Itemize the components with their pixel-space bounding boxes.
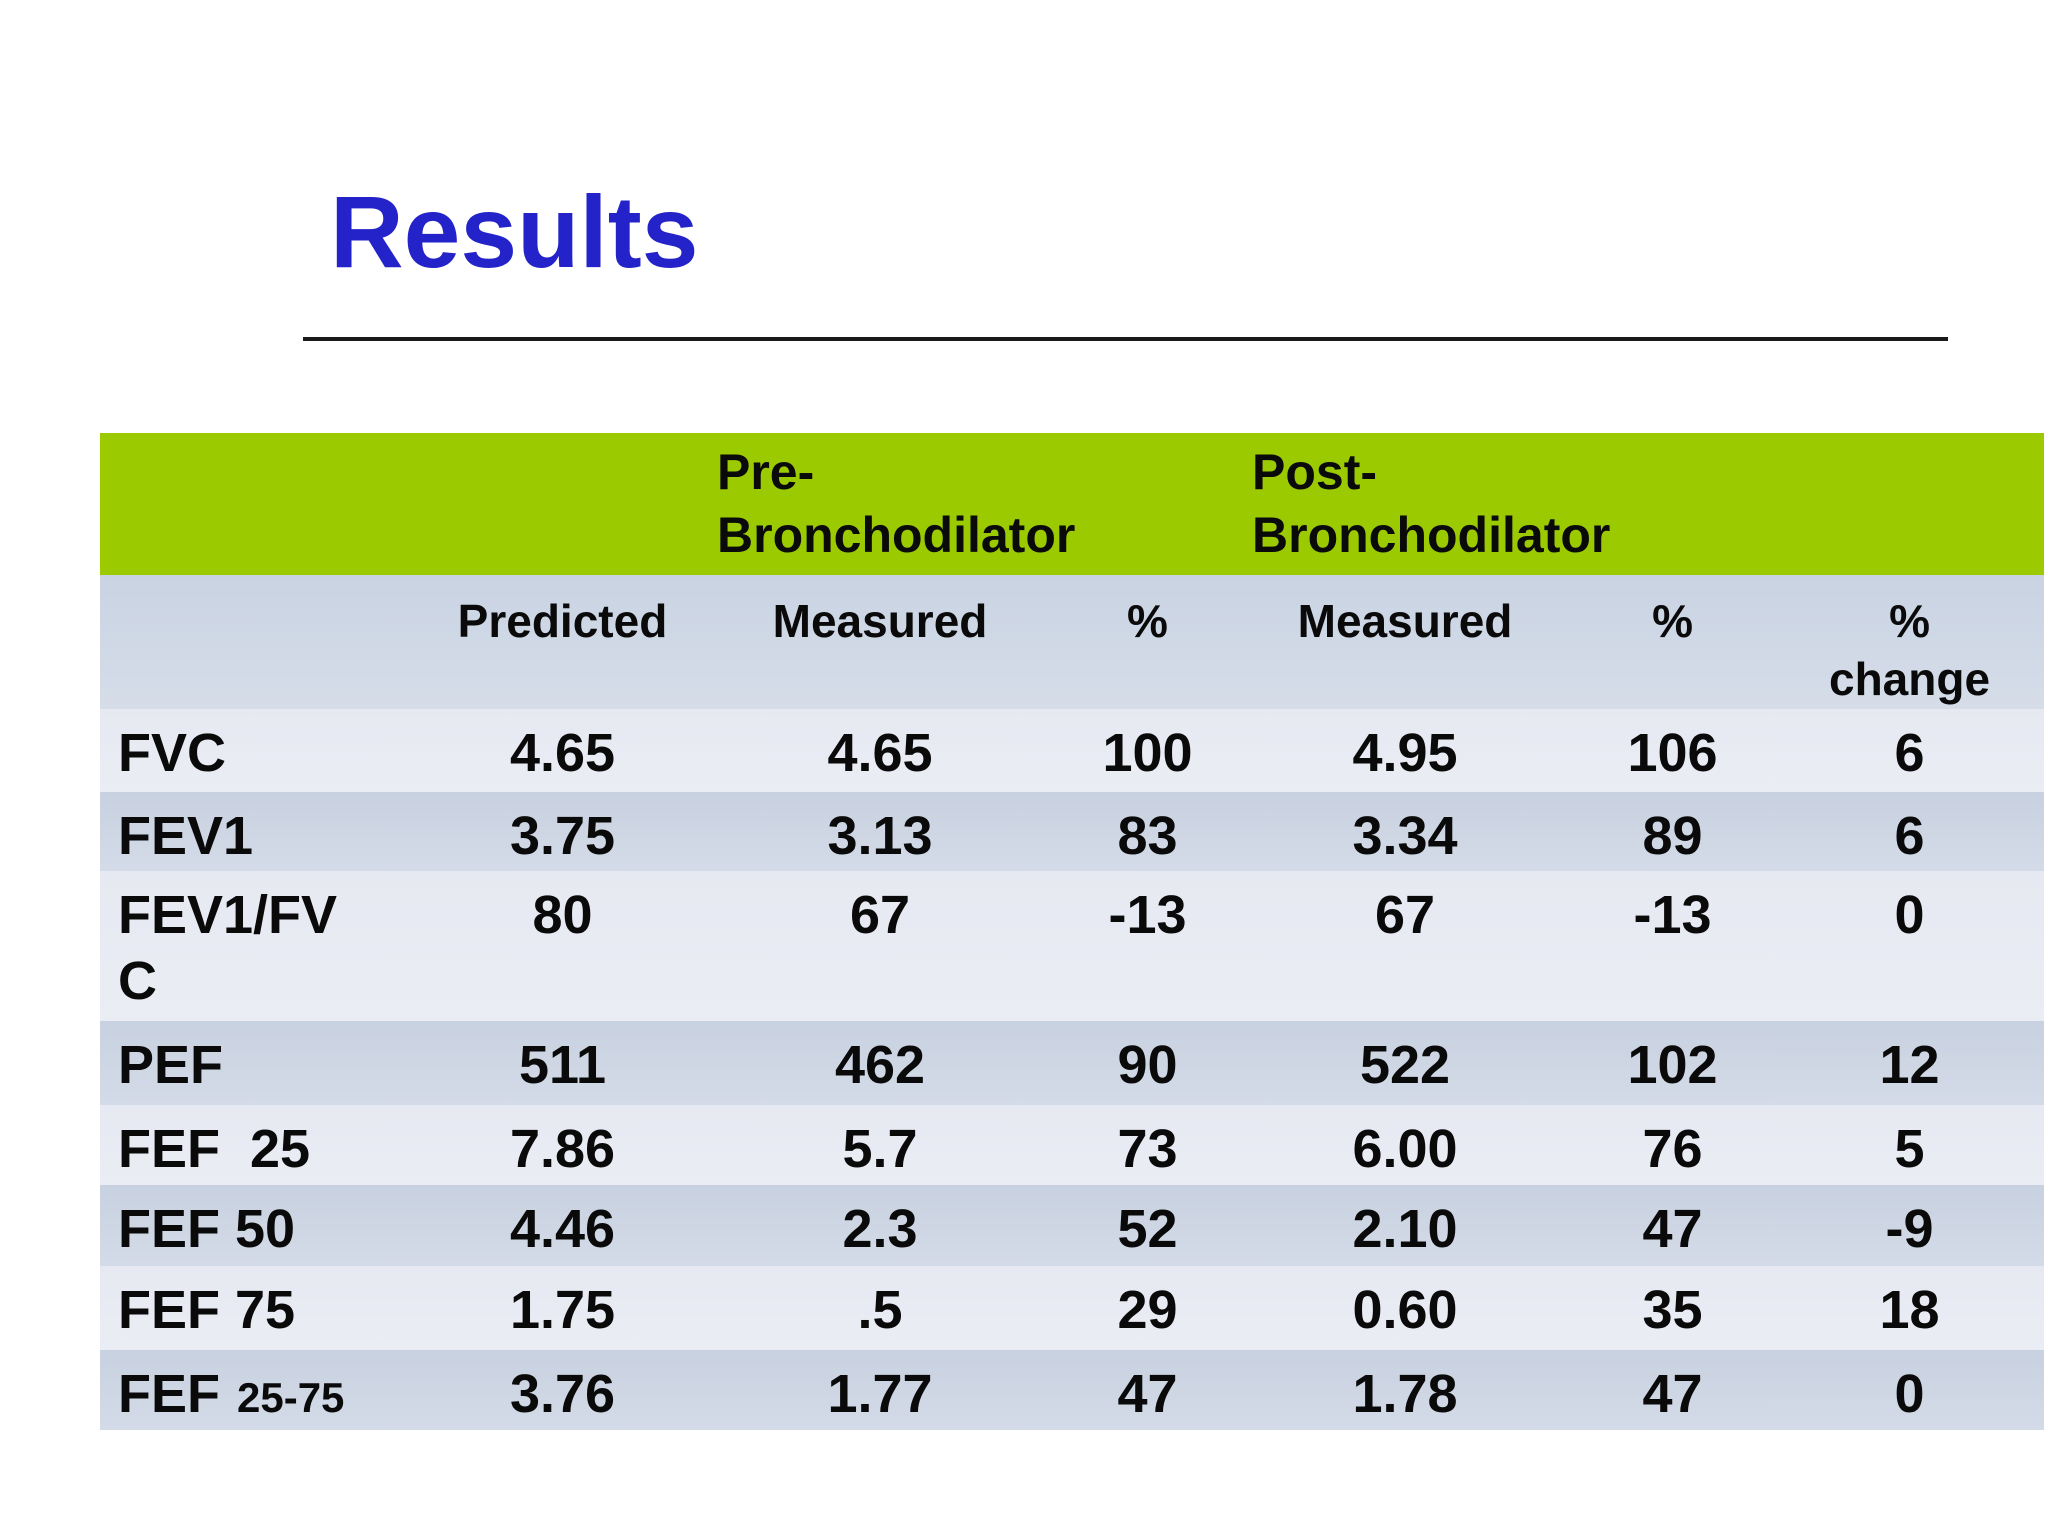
value-cell: 18 (1879, 1279, 1940, 1340)
row-label: FEF 50 (100, 1185, 420, 1266)
value-cell: 3.34 (1352, 806, 1458, 866)
row-label-text: FEF 50 (118, 1198, 296, 1259)
value-cell: 2.10 (1352, 1198, 1458, 1259)
value-cell: 0 (1894, 884, 1925, 945)
row-label-text: FVC (118, 723, 226, 783)
table-row-fev1-fvc: FEV1/FV C 80 67 -13 67 -13 0 (100, 870, 2045, 1021)
value-cell: 47 (1117, 1363, 1178, 1424)
value-cell: 102 (1627, 1034, 1718, 1095)
value-cell: 47 (1642, 1198, 1703, 1259)
table-row-fef-75: FEF 75 1.75 .5 29 0.60 35 18 (100, 1265, 2045, 1350)
row-label-text: FEF 75 (118, 1279, 296, 1340)
value-cell: 511 (518, 1034, 607, 1095)
group-header-spacer-left (100, 433, 705, 575)
value-cell: 3.13 (827, 806, 933, 866)
table-row-pef: PEF 511 462 90 522 102 12 (100, 1020, 2045, 1105)
group-header-post-bronchodilator: Post- Bronchodilator (1252, 444, 1611, 563)
row-label: FEV1 (100, 792, 420, 871)
value-cell: 1.78 (1352, 1363, 1458, 1424)
value-cell: 4.95 (1352, 723, 1458, 783)
table-row-fef-25: FEF 25 7.86 5.7 73 6.00 76 5 (100, 1104, 2045, 1185)
value-cell: 6 (1894, 723, 1925, 783)
value-cell: 67 (1374, 884, 1436, 945)
value-cell: 2.3 (842, 1198, 918, 1259)
value-cell: 7.86 (509, 1118, 616, 1179)
row-label: FEF 25 (100, 1105, 420, 1185)
table-row-fev1: FEV1 3.75 3.13 83 3.34 89 6 (100, 792, 2045, 871)
table-column-header-row: Predicted Measured % Measured % % change (100, 575, 2045, 709)
value-cell: 73 (1117, 1118, 1178, 1179)
value-cell: -13 (1633, 884, 1712, 945)
row-label: FVC (100, 709, 420, 792)
value-cell: 100 (1102, 723, 1193, 783)
row-label-text: FEF 25 (118, 1118, 311, 1179)
column-header-metric (100, 575, 420, 709)
value-cell: 106 (1627, 723, 1718, 783)
row-label-text: FEV1/FV C (118, 884, 338, 1011)
row-label-text: FEV1 (118, 806, 254, 866)
value-cell: 83 (1117, 806, 1178, 866)
value-cell: 76 (1642, 1118, 1703, 1179)
value-cell: 5.7 (842, 1118, 918, 1179)
results-table: Pre- Bronchodilator Post- Bronchodilator… (100, 433, 2045, 1430)
value-cell: 1.75 (509, 1279, 616, 1340)
value-cell: -13 (1108, 884, 1187, 945)
value-cell: 1.77 (827, 1363, 933, 1424)
table-row-fef-50: FEF 50 4.46 2.3 52 2.10 47 -9 (100, 1184, 2045, 1266)
column-header-pre-measured: Measured (772, 595, 988, 647)
value-cell: 522 (1359, 1034, 1451, 1095)
column-header-predicted: Predicted (457, 595, 668, 647)
value-cell: 12 (1879, 1034, 1940, 1095)
value-cell: 4.65 (827, 723, 933, 783)
value-cell: 90 (1117, 1034, 1178, 1095)
column-header-pre-percent: % (1127, 595, 1168, 647)
row-label: FEF 75 (100, 1266, 420, 1350)
table-row-fvc: FVC 4.65 4.65 100 4.95 106 6 (100, 709, 2045, 792)
value-cell: 6.00 (1352, 1118, 1458, 1179)
page-title: Results (330, 175, 699, 289)
row-label: FEV1/FV C (100, 871, 420, 1021)
value-cell: 0.60 (1352, 1279, 1458, 1340)
column-header-post-percent: % (1652, 595, 1693, 647)
value-cell: 47 (1642, 1363, 1703, 1424)
value-cell: 3.76 (509, 1363, 616, 1424)
row-label-text: PEF (118, 1034, 224, 1095)
row-label: PEF (100, 1021, 420, 1105)
value-cell: 67 (849, 884, 911, 945)
value-cell: 35 (1642, 1279, 1703, 1340)
title-underline (303, 337, 1948, 341)
value-cell: 4.46 (509, 1198, 616, 1259)
value-cell: 4.65 (509, 723, 616, 783)
row-label-text: FEF (118, 1363, 235, 1424)
table-row-fef-25-75: FEF 25-75 3.76 1.77 47 1.78 47 0 (100, 1349, 2045, 1430)
column-header-post-measured: Measured (1297, 595, 1513, 647)
value-cell: .5 (857, 1279, 903, 1340)
value-cell: 462 (834, 1034, 926, 1095)
value-cell: 5 (1894, 1118, 1925, 1179)
value-cell: 0 (1894, 1363, 1925, 1424)
value-cell: 6 (1894, 806, 1925, 866)
group-header-spacer-right (1775, 433, 2044, 575)
group-header-pre-bronchodilator: Pre- Bronchodilator (717, 444, 1076, 563)
value-cell: 80 (532, 884, 593, 945)
table-group-header-row: Pre- Bronchodilator Post- Bronchodilator (100, 433, 2045, 575)
value-cell: 52 (1117, 1198, 1178, 1259)
value-cell: 29 (1117, 1279, 1178, 1340)
row-label: FEF 25-75 (100, 1350, 420, 1430)
column-header-percent-change: % change (1829, 595, 1991, 705)
value-cell: 89 (1642, 806, 1703, 866)
value-cell: 3.75 (509, 806, 616, 866)
row-label-subscript: 25-75 (237, 1373, 345, 1421)
value-cell: -9 (1885, 1198, 1934, 1259)
